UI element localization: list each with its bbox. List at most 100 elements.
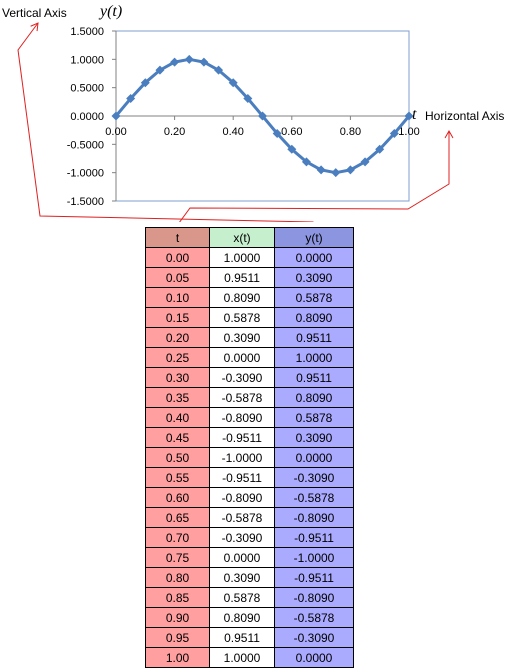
cell-x: -0.9511 xyxy=(209,427,275,448)
table-row: 0.85 0.5878 -0.8090 xyxy=(145,587,354,608)
cell-y: 0.8090 xyxy=(274,307,354,328)
cell-t: 0.00 xyxy=(145,247,210,268)
table-row: 0.55 -0.9511 -0.3090 xyxy=(145,467,354,488)
x-tick-label: 1.00 xyxy=(398,126,419,138)
y-tick-label: -0.5000 xyxy=(67,139,104,151)
cell-y: 0.3090 xyxy=(274,427,354,448)
x-tick-label: 0.00 xyxy=(105,126,126,138)
table-row: 0.20 0.3090 0.9511 xyxy=(145,327,354,348)
cell-t: 0.65 xyxy=(145,507,210,528)
callout-arrows xyxy=(17,22,454,222)
cell-x: 0.3090 xyxy=(209,567,275,588)
table-row: 0.00 1.0000 0.0000 xyxy=(145,247,354,268)
y-tick-label: 1.0000 xyxy=(70,54,104,66)
vertical-axis-callout: Vertical Axis xyxy=(2,6,67,20)
x-tick-label: 0.40 xyxy=(222,126,243,138)
horizontal-axis-callout: Horizontal Axis xyxy=(425,109,505,123)
cell-y: -0.8090 xyxy=(274,587,354,608)
cell-y: -0.8090 xyxy=(274,507,354,528)
data-point-marker xyxy=(404,111,414,121)
table-row: 0.30 -0.3090 0.9511 xyxy=(145,367,354,388)
data-point-marker xyxy=(360,157,370,167)
cell-y: -0.9511 xyxy=(274,527,354,548)
table-row: 0.60 -0.8090 -0.5878 xyxy=(145,487,354,508)
cell-y: 0.5878 xyxy=(274,287,354,308)
cell-x: -0.3090 xyxy=(209,367,275,388)
cell-x: 0.8090 xyxy=(209,287,275,308)
y-tick-label: 0.0000 xyxy=(70,111,104,123)
data-point-marker xyxy=(140,78,150,88)
table-body: 0.00 1.0000 0.0000 0.05 0.9511 0.3090 0.10 0.80… xyxy=(145,247,354,668)
callout-arrow-line xyxy=(179,131,450,222)
table-row: 0.65 -0.5878 -0.8090 xyxy=(145,507,354,528)
cell-x: -0.5878 xyxy=(209,387,275,408)
column-header-t: t xyxy=(145,227,210,248)
cell-t: 0.40 xyxy=(145,407,210,428)
table-row: 0.35 -0.5878 0.8090 xyxy=(145,387,354,408)
y-tick-label: -1.0000 xyxy=(67,168,104,180)
callout-arrow-head xyxy=(30,22,39,32)
sine-chart: 1.5000 1.0000 0.5000 0.0000 -0.5000 -1.0000 -1… xyxy=(17,22,454,222)
x-axis-ticks: 0.00 0.20 0.40 0.60 0.80 1.00 xyxy=(105,116,420,138)
table-row: 0.70 -0.3090 -0.9511 xyxy=(145,527,354,548)
x-axis-variable-label: t xyxy=(412,106,417,123)
table-row: 0.05 0.9511 0.3090 xyxy=(145,267,354,288)
cell-y: 0.0000 xyxy=(274,647,354,668)
data-point-marker xyxy=(111,111,121,121)
x-tick-label: 0.60 xyxy=(281,126,302,138)
y-axis-variable-label: y(t) xyxy=(100,3,123,20)
data-point-marker xyxy=(258,111,267,121)
cell-t: 0.15 xyxy=(145,307,210,328)
cell-y: 0.5878 xyxy=(274,407,354,428)
data-point-marker xyxy=(199,57,209,67)
cell-t: 0.75 xyxy=(145,547,210,568)
cell-y: 0.9511 xyxy=(274,367,354,388)
cell-x: 1.0000 xyxy=(209,247,275,268)
cell-x: 0.8090 xyxy=(209,607,275,628)
cell-t: 0.05 xyxy=(145,267,210,288)
table-row: 0.90 0.8090 -0.5878 xyxy=(145,607,354,628)
table-header-row: t x(t) y(t) xyxy=(145,227,354,248)
y-axis-ticks: 1.5000 1.0000 0.5000 0.0000 -0.5000 -1.0000 -1… xyxy=(67,26,116,208)
y-tick-label: 0.5000 xyxy=(70,83,104,95)
table-row: 0.80 0.3090 -0.9511 xyxy=(145,567,354,588)
callout-arrow-line xyxy=(17,22,314,222)
data-point-marker xyxy=(375,144,385,154)
data-point-marker xyxy=(214,65,224,75)
cell-y: 0.9511 xyxy=(274,327,354,348)
cell-x: -0.5878 xyxy=(209,507,275,528)
cell-t: 0.20 xyxy=(145,327,210,348)
cell-x: 1.0000 xyxy=(209,647,275,668)
data-point-marker xyxy=(228,78,238,88)
series-markers xyxy=(111,54,414,178)
cell-t: 1.00 xyxy=(145,647,210,668)
cell-t: 0.95 xyxy=(145,627,210,648)
cell-t: 0.90 xyxy=(145,607,210,628)
cell-y: 0.3090 xyxy=(274,267,354,288)
data-point-marker xyxy=(184,54,194,64)
data-point-marker xyxy=(287,144,297,154)
cell-y: -0.9511 xyxy=(274,567,354,588)
table-row: 0.45 -0.9511 0.3090 xyxy=(145,427,354,448)
cell-x: -1.0000 xyxy=(209,447,275,468)
cell-t: 0.30 xyxy=(145,367,210,388)
cell-t: 0.45 xyxy=(145,427,210,448)
cell-t: 0.60 xyxy=(145,487,210,508)
data-point-marker xyxy=(301,157,311,167)
cell-x: 0.9511 xyxy=(209,627,275,648)
cell-x: -0.8090 xyxy=(209,487,275,508)
data-point-marker xyxy=(243,93,253,103)
table-row: 0.40 -0.8090 0.5878 xyxy=(145,407,354,428)
cell-x: 0.5878 xyxy=(209,307,275,328)
cell-x: 0.9511 xyxy=(209,267,275,288)
table-row: 0.95 0.9511 -0.3090 xyxy=(145,627,354,648)
cell-y: -1.0000 xyxy=(274,547,354,568)
cell-t: 0.35 xyxy=(145,387,210,408)
x-tick-label: 0.20 xyxy=(164,126,185,138)
cell-y: 0.8090 xyxy=(274,387,354,408)
data-table: t x(t) y(t) 0.00 1.0000 0.0000 0.05 0.9511 0.… xyxy=(145,227,354,668)
y-tick-label: -1.5000 xyxy=(67,196,104,208)
table-row: 0.25 0.0000 1.0000 xyxy=(145,347,354,368)
cell-y: 0.0000 xyxy=(274,447,354,468)
column-header-x: x(t) xyxy=(209,227,275,248)
